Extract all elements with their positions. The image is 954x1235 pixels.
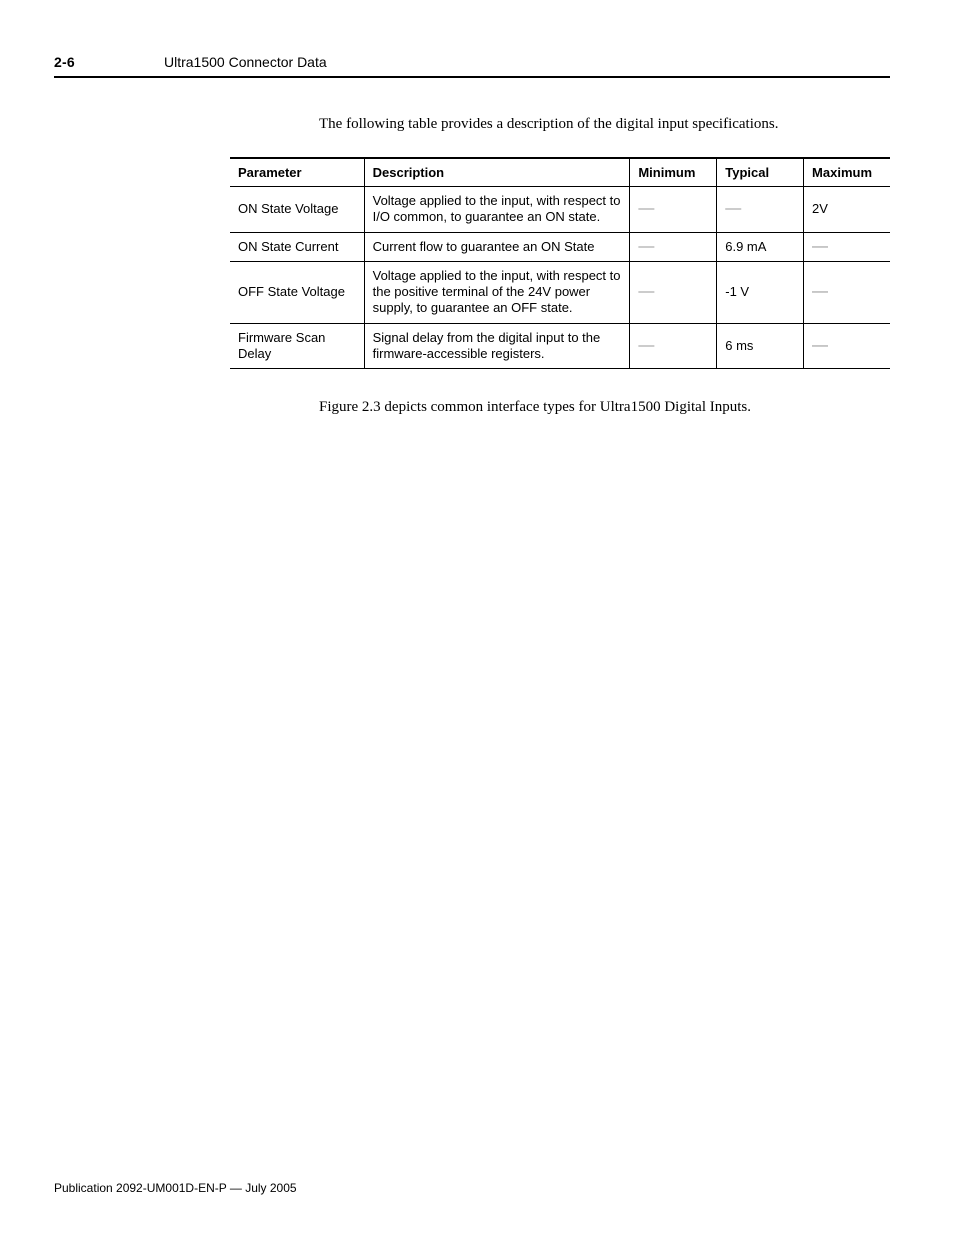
table-row: ON State Current Current flow to guarant… [230, 232, 890, 261]
page: 2-6 Ultra1500 Connector Data The followi… [0, 0, 954, 1235]
cell-parameter: ON State Voltage [230, 187, 364, 233]
dash-icon: — [725, 200, 741, 217]
dash-icon: — [638, 238, 654, 255]
spec-table: Parameter Description Minimum Typical Ma… [230, 157, 890, 369]
intro-text: The following table provides a descripti… [319, 116, 890, 133]
dash-icon: — [812, 283, 828, 300]
cell-typical: -1 V [717, 261, 804, 323]
col-header-minimum: Minimum [630, 158, 717, 187]
cell-typical: 6.9 mA [717, 232, 804, 261]
table-row: Firmware Scan Delay Signal delay from th… [230, 323, 890, 369]
table-row: ON State Voltage Voltage applied to the … [230, 187, 890, 233]
cell-maximum: — [804, 323, 890, 369]
col-header-description: Description [364, 158, 630, 187]
publication-footer: Publication 2092-UM001D-EN-P — July 2005 [54, 1181, 297, 1195]
cell-description: Voltage applied to the input, with respe… [364, 261, 630, 323]
cell-description: Current flow to guarantee an ON State [364, 232, 630, 261]
cell-parameter: Firmware Scan Delay [230, 323, 364, 369]
dash-icon: — [812, 238, 828, 255]
cell-maximum: — [804, 261, 890, 323]
spec-table-body: ON State Voltage Voltage applied to the … [230, 187, 890, 369]
cell-typical: 6 ms [717, 323, 804, 369]
cell-minimum: — [630, 323, 717, 369]
cell-maximum: 2V [804, 187, 890, 233]
cell-description: Voltage applied to the input, with respe… [364, 187, 630, 233]
cell-maximum: — [804, 232, 890, 261]
cell-minimum: — [630, 232, 717, 261]
cell-minimum: — [630, 261, 717, 323]
page-header: 2-6 Ultra1500 Connector Data [54, 54, 890, 78]
dash-icon: — [638, 337, 654, 354]
cell-typical: — [717, 187, 804, 233]
dash-icon: — [638, 200, 654, 217]
col-header-typical: Typical [717, 158, 804, 187]
col-header-maximum: Maximum [804, 158, 890, 187]
cell-parameter: OFF State Voltage [230, 261, 364, 323]
col-header-parameter: Parameter [230, 158, 364, 187]
table-row: OFF State Voltage Voltage applied to the… [230, 261, 890, 323]
cell-minimum: — [630, 187, 717, 233]
section-title: Ultra1500 Connector Data [164, 54, 327, 70]
cell-description: Signal delay from the digital input to t… [364, 323, 630, 369]
figure-caption: Figure 2.3 depicts common interface type… [319, 399, 890, 416]
dash-icon: — [812, 337, 828, 354]
cell-parameter: ON State Current [230, 232, 364, 261]
page-number: 2-6 [54, 54, 164, 70]
spec-table-header-row: Parameter Description Minimum Typical Ma… [230, 158, 890, 187]
dash-icon: — [638, 283, 654, 300]
